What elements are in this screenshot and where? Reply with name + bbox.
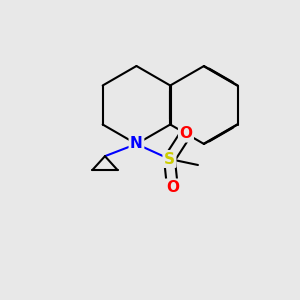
Text: O: O	[179, 126, 193, 141]
Text: O: O	[166, 180, 179, 195]
Text: N: N	[130, 136, 143, 152]
Text: S: S	[164, 152, 175, 166]
